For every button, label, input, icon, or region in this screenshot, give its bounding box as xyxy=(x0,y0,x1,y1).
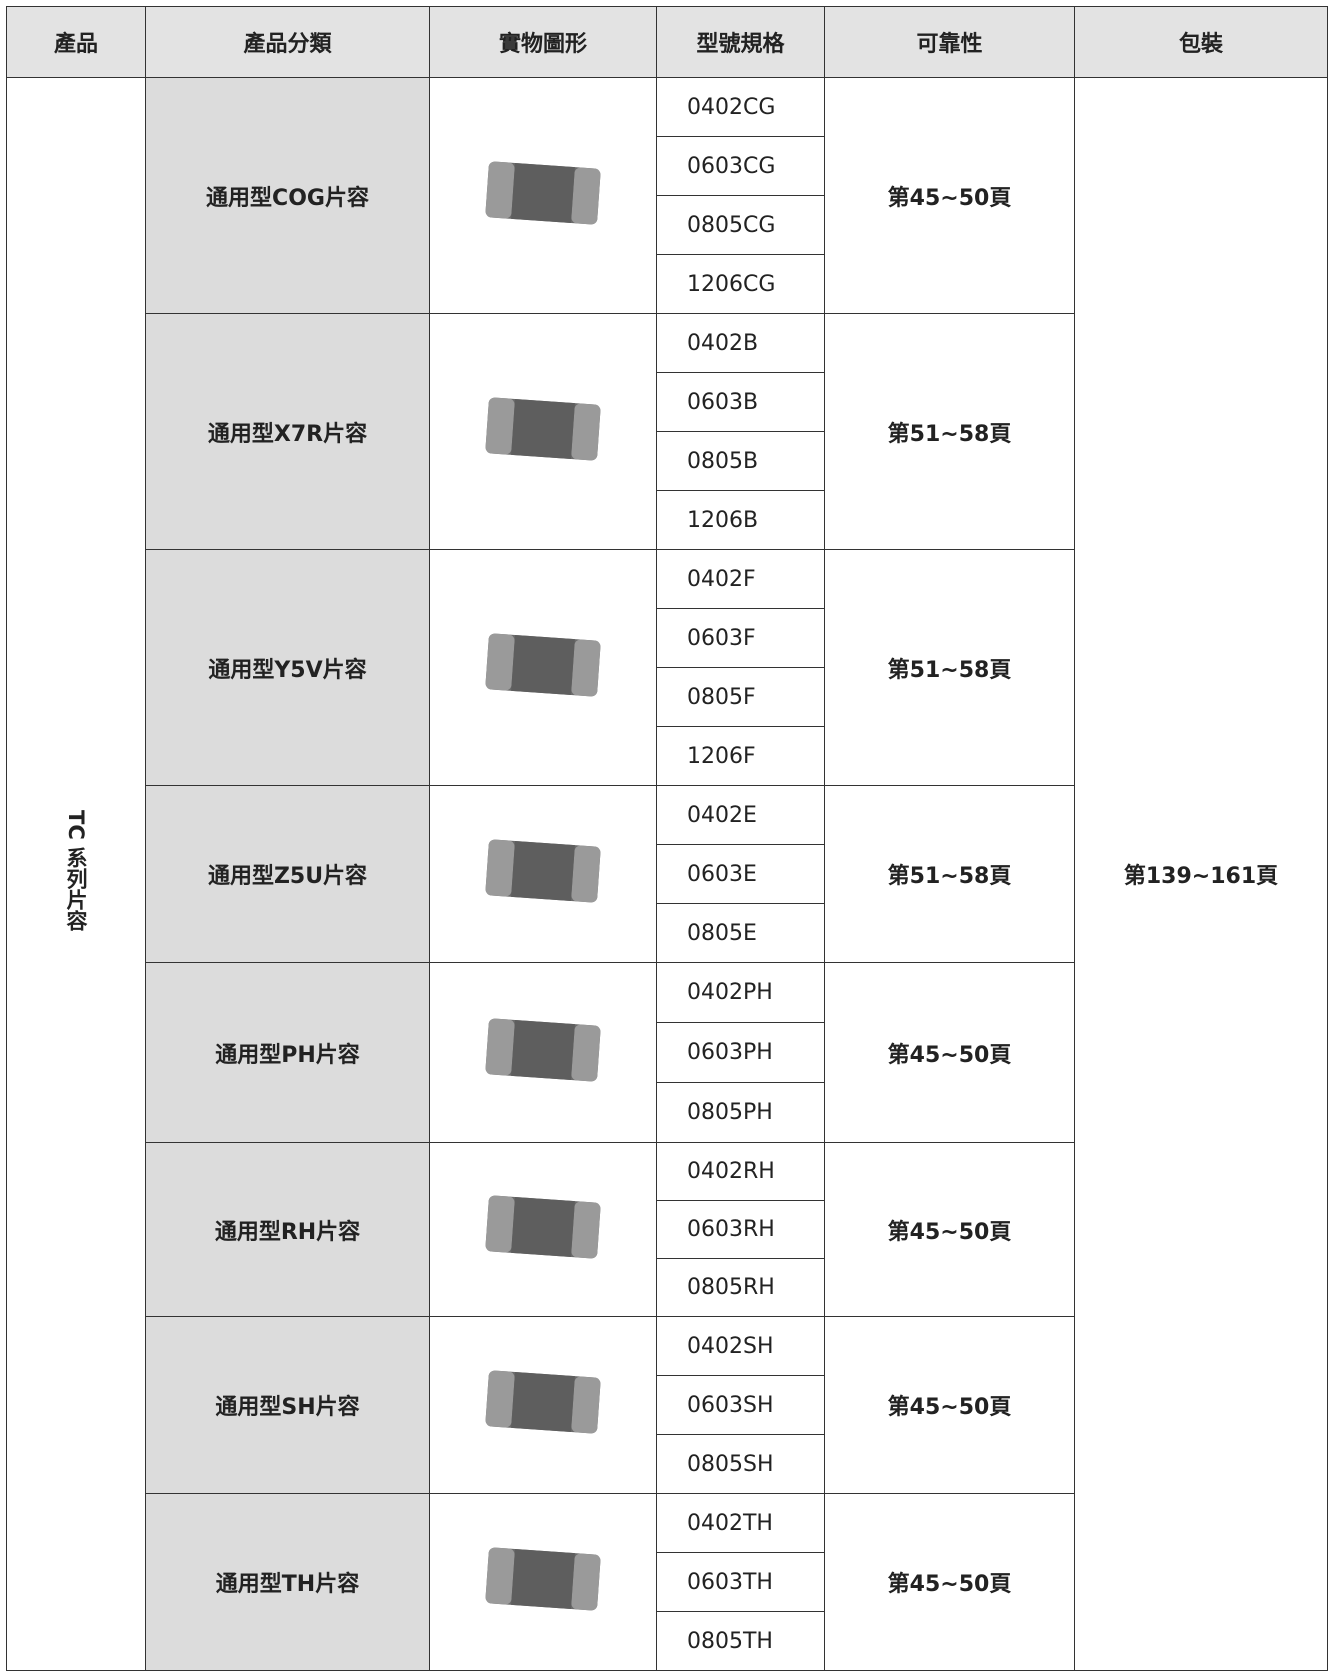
spec-row: 通用型SH片容 0402SH 第45~50頁 xyxy=(7,1316,1328,1494)
image-cell xyxy=(429,313,657,550)
spec-row: 0603TH xyxy=(7,1552,1328,1612)
spec-cell: 0603CG xyxy=(656,136,825,196)
image-cell xyxy=(429,77,657,314)
reliability-cell: 第51~58頁 xyxy=(824,785,1075,963)
image-cell xyxy=(429,549,657,786)
spec-row: 通用型Y5V片容 0402F 第51~58頁 xyxy=(7,549,1328,786)
header-cell: 包裝 xyxy=(1074,6,1328,78)
spec-cell: 0805PH xyxy=(656,1082,825,1143)
spec-row: 0805PH xyxy=(7,1082,1328,1143)
spec-cell: 0402E xyxy=(656,785,825,845)
category-cell: 通用型COG片容 xyxy=(145,77,430,314)
image-cell xyxy=(429,785,657,963)
image-cell xyxy=(429,1493,657,1671)
spec-row: 1206CG xyxy=(7,254,1328,314)
product-cell: TC 系列片容 xyxy=(6,77,146,1671)
spec-row: 0805B xyxy=(7,431,1328,491)
spec-cell: 0805E xyxy=(656,903,825,963)
spec-cell: 0402CG xyxy=(656,77,825,137)
category-cell: 通用型TH片容 xyxy=(145,1493,430,1671)
spec-cell: 0402F xyxy=(656,549,825,609)
spec-cell: 0402SH xyxy=(656,1316,825,1376)
reliability-cell: 第45~50頁 xyxy=(824,962,1075,1143)
spec-cell: 1206CG xyxy=(656,254,825,314)
spec-cell: 0603SH xyxy=(656,1375,825,1435)
spec-cell: 0603TH xyxy=(656,1552,825,1612)
spec-cell: 0603PH xyxy=(656,1022,825,1083)
reliability-cell: 第45~50頁 xyxy=(824,77,1075,314)
header-cell: 產品 xyxy=(6,6,146,78)
spec-row: 0805CG xyxy=(7,195,1328,255)
spec-row: 通用型TH片容 0402TH 第45~50頁 xyxy=(7,1493,1328,1671)
category-cell: 通用型SH片容 xyxy=(145,1316,430,1494)
spec-cell: 0603F xyxy=(656,608,825,668)
spec-row: 0603CG xyxy=(7,136,1328,196)
product-table: 產品 產品分類 實物圖形 型號規格 可靠性 包裝 TC 系列片容 通用型COG片容 0402C… xyxy=(6,6,1328,1671)
header-row: 產品 產品分類 實物圖形 型號規格 可靠性 包裝 xyxy=(6,6,1328,78)
header-cell: 實物圖形 xyxy=(429,6,657,78)
image-cell xyxy=(429,1142,657,1317)
spec-cell: 0402PH xyxy=(656,962,825,1023)
chip-image xyxy=(485,1370,601,1434)
reliability-cell: 第51~58頁 xyxy=(824,549,1075,786)
category-cell: 通用型RH片容 xyxy=(145,1142,430,1317)
reliability-cell: 第45~50頁 xyxy=(824,1493,1075,1671)
chip-image xyxy=(485,397,601,460)
packaging-cell: 第139~161頁 xyxy=(1074,77,1328,1671)
spec-row: 通用型X7R片容 0402B 第51~58頁 xyxy=(7,313,1328,550)
spec-cell: 0603RH xyxy=(656,1200,825,1259)
spec-row: 0603F xyxy=(7,608,1328,668)
chip-image xyxy=(485,633,601,696)
header-cell: 產品分類 xyxy=(145,6,430,78)
spec-row: 0603E xyxy=(7,844,1328,904)
reliability-cell: 第51~58頁 xyxy=(824,313,1075,550)
spec-row: 0805RH xyxy=(7,1258,1328,1317)
spec-cell: 0603E xyxy=(656,844,825,904)
spec-cell: 0402TH xyxy=(656,1493,825,1553)
category-cell: 通用型PH片容 xyxy=(145,962,430,1143)
spec-cell: 0805RH xyxy=(656,1258,825,1317)
spec-row: 0805E xyxy=(7,903,1328,963)
spec-cell: 0402RH xyxy=(656,1142,825,1201)
reliability-cell: 第45~50頁 xyxy=(824,1316,1075,1494)
spec-cell: 0805TH xyxy=(656,1611,825,1671)
spec-cell: 0402B xyxy=(656,313,825,373)
spec-cell: 0805SH xyxy=(656,1434,825,1494)
category-cell: 通用型X7R片容 xyxy=(145,313,430,550)
spec-row: 0603SH xyxy=(7,1375,1328,1435)
spec-cell: 1206B xyxy=(656,490,825,550)
spec-row: 0603RH xyxy=(7,1200,1328,1259)
spec-row: TC 系列片容 通用型COG片容 0402CG 第45~50頁 第139~161頁 xyxy=(6,77,1328,1671)
spec-row: 1206B xyxy=(7,490,1328,550)
spec-cell: 0805B xyxy=(656,431,825,491)
spec-row: 0805F xyxy=(7,667,1328,727)
reliability-cell: 第45~50頁 xyxy=(824,1142,1075,1317)
image-cell xyxy=(429,962,657,1143)
spec-cell: 0603B xyxy=(656,372,825,432)
spec-row: 1206F xyxy=(7,726,1328,786)
product-name: TC 系列片容 xyxy=(64,810,88,932)
spec-cell: 1206F xyxy=(656,726,825,786)
table-body: TC 系列片容 通用型COG片容 0402CG 第45~50頁 第139~161頁 060… xyxy=(6,77,1328,1671)
chip-image xyxy=(485,839,601,903)
header-cell: 可靠性 xyxy=(824,6,1075,78)
image-cell xyxy=(429,1316,657,1494)
category-cell: 通用型Y5V片容 xyxy=(145,549,430,786)
spec-row: 0805TH xyxy=(7,1611,1328,1671)
chip-image xyxy=(485,161,601,224)
category-cell: 通用型Z5U片容 xyxy=(145,785,430,963)
spec-row: 通用型PH片容 0402PH 第45~50頁 xyxy=(7,962,1328,1143)
chip-image xyxy=(485,1018,601,1081)
spec-cell: 0805F xyxy=(656,667,825,727)
header-cell: 型號規格 xyxy=(656,6,825,78)
spec-row: 通用型Z5U片容 0402E 第51~58頁 xyxy=(7,785,1328,963)
chip-image xyxy=(485,1547,601,1611)
spec-row: 通用型RH片容 0402RH 第45~50頁 xyxy=(7,1142,1328,1317)
chip-image xyxy=(485,1195,601,1258)
spec-cell: 0805CG xyxy=(656,195,825,255)
